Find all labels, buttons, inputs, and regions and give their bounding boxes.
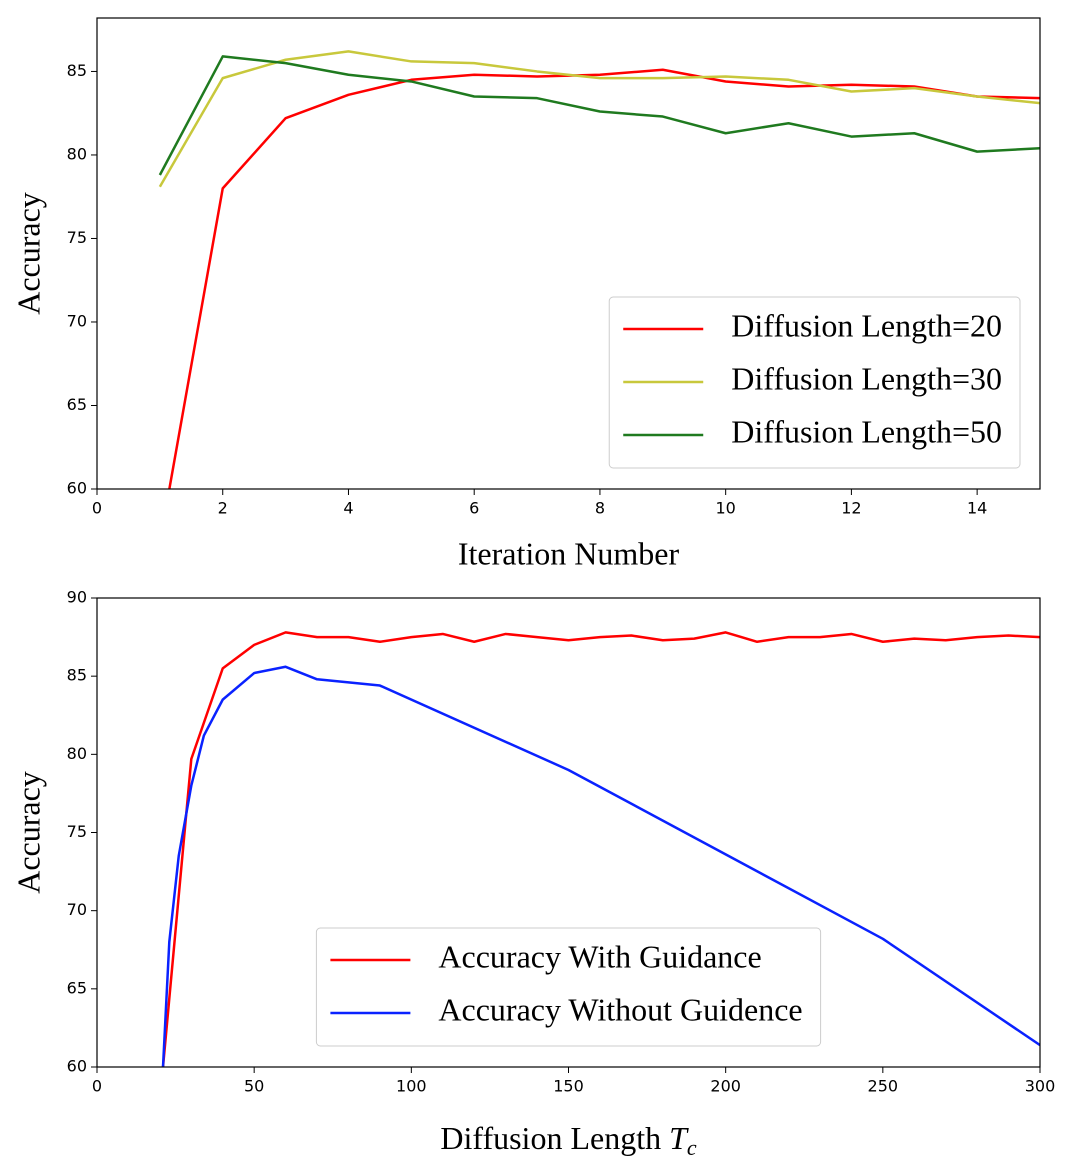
plot-frame bbox=[96, 597, 1041, 1068]
x-tick-label: 2 bbox=[218, 499, 228, 518]
legend: Diffusion Length=20 Diffusion Length=30 Di… bbox=[608, 296, 1021, 469]
x-tick-label: 200 bbox=[710, 1077, 741, 1096]
line-series bbox=[161, 665, 1040, 1067]
legend-label: Accuracy Without Guidence bbox=[438, 991, 802, 1027]
x-tick-label: 100 bbox=[396, 1077, 427, 1096]
y-tick-label: 80 bbox=[67, 744, 87, 763]
x-axis-label: Iteration Number bbox=[458, 535, 680, 571]
line-series bbox=[158, 55, 1040, 176]
y-tick-label: 65 bbox=[67, 978, 87, 997]
y-axis-label: Accuracy bbox=[10, 771, 46, 894]
x-axis-label-symbol: T bbox=[669, 1120, 689, 1156]
chart: 0 50 100 150 200 250 300 60 65 70 75 80 85 90 Diffusio… bbox=[10, 588, 1055, 1161]
y-tick-label: 85 bbox=[67, 666, 87, 685]
y-tick-label: 65 bbox=[67, 395, 87, 414]
x-tick-label: 4 bbox=[343, 499, 353, 518]
legend-label: Diffusion Length=20 bbox=[731, 307, 1002, 343]
x-axis-label: Diffusion Length Tc bbox=[440, 1120, 697, 1160]
x-tick-label: 0 bbox=[92, 1077, 102, 1096]
y-tick-label: 80 bbox=[67, 144, 87, 163]
line-series bbox=[158, 50, 1040, 188]
x-tick-label: 250 bbox=[868, 1077, 899, 1096]
x-tick-label: 10 bbox=[715, 499, 735, 518]
line-series bbox=[161, 631, 1040, 1067]
plot-area bbox=[161, 631, 1040, 1067]
x-tick-label: 6 bbox=[469, 499, 479, 518]
legend-label: Diffusion Length=30 bbox=[731, 360, 1002, 396]
legend: Accuracy With Guidance Accuracy Without G… bbox=[315, 927, 822, 1047]
x-tick-label: 8 bbox=[595, 499, 605, 518]
legend-label: Accuracy With Guidance bbox=[438, 938, 761, 974]
x-axis-label-text: Diffusion Length bbox=[440, 1120, 661, 1156]
x-tick-label: 12 bbox=[841, 499, 861, 518]
x-tick-label: 50 bbox=[244, 1077, 264, 1096]
y-tick-label: 90 bbox=[67, 588, 87, 607]
y-tick-label: 70 bbox=[67, 311, 87, 330]
chart: 0 2 4 6 8 10 12 14 60 65 70 75 80 85 Iteration Number A… bbox=[10, 17, 1041, 571]
line-series bbox=[168, 68, 1040, 489]
y-tick-label: 60 bbox=[67, 1057, 87, 1076]
y-tick-label: 60 bbox=[67, 479, 87, 498]
y-tick-label: 85 bbox=[67, 61, 87, 80]
y-tick-label: 70 bbox=[67, 900, 87, 919]
x-tick-label: 14 bbox=[967, 499, 987, 518]
y-tick-label: 75 bbox=[67, 822, 87, 841]
x-axis-label-subscript: c bbox=[687, 1135, 697, 1160]
x-tick-label: 300 bbox=[1025, 1077, 1056, 1096]
plot-area bbox=[158, 50, 1040, 489]
plot-frame bbox=[96, 17, 1041, 490]
x-tick-label: 0 bbox=[92, 499, 102, 518]
legend-frame bbox=[315, 927, 822, 1047]
y-tick-label: 75 bbox=[67, 228, 87, 247]
y-axis-label: Accuracy bbox=[10, 192, 46, 315]
legend-frame bbox=[608, 296, 1021, 469]
x-tick-label: 150 bbox=[553, 1077, 584, 1096]
legend-label: Diffusion Length=50 bbox=[731, 413, 1002, 449]
